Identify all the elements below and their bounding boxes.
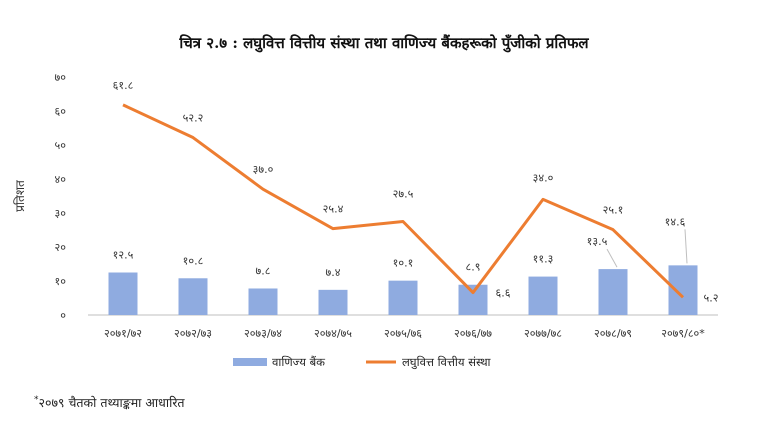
x-tick-label: २०७७/७८ (524, 327, 562, 340)
x-tick-label: २०७९/८०* (661, 327, 705, 340)
y-tick-label: २० (55, 241, 67, 254)
bar-label-leader (606, 248, 618, 268)
x-tick-label: २०७८/७९ (594, 327, 632, 340)
x-tick-label: २०७६/७७ (454, 327, 492, 340)
bar-data-label: १२.५ (113, 249, 134, 262)
chart-svg: ० १० २० ३० ४० ५० ६० ७० प्रतिशत २०७१/७२ २०७२/७३ २०७३… (13, 71, 719, 370)
bar-data-label: १४.६ (665, 215, 686, 228)
line-data-label: ३७.० (253, 163, 274, 176)
bar-data-label: ८.९ (466, 261, 481, 274)
line-data-label: २५.१ (603, 204, 624, 217)
legend-label: लघुवित्त वित्तीय संस्था (402, 355, 492, 370)
line-data-label: ६१.८ (113, 79, 134, 92)
line-data-label: २७.५ (393, 188, 414, 201)
y-tick-label: ५० (55, 139, 67, 152)
bar-data-label: १३.५ (587, 235, 608, 248)
bar-data-label: १०.८ (183, 254, 204, 267)
chart-title: चित्र २.७ : लघुवित्त वित्तीय संस्था तथा … (179, 34, 589, 52)
bar (668, 265, 698, 315)
y-tick-label: ४० (55, 173, 67, 186)
footnote-mark: * (34, 394, 39, 405)
bar (178, 278, 208, 315)
bar (458, 284, 488, 315)
legend-label: वाणिज्य बैंक (272, 355, 325, 369)
x-tick-label: २०७३/७४ (244, 327, 282, 340)
line-data-label: ३४.० (533, 171, 554, 184)
bar-data-label: ७.८ (256, 264, 271, 277)
y-tick-label: ३० (55, 207, 67, 220)
x-tick-label: २०७५/७६ (384, 327, 422, 340)
bar-data-label: १०.१ (393, 257, 414, 270)
line-data-label: ६.६ (496, 287, 511, 300)
y-tick-label: ६० (55, 105, 67, 118)
footnote: *२०७९ चैतको तथ्याङ्कमा आधारित (34, 394, 185, 411)
bar (528, 276, 558, 315)
x-tick-label: २०७१/७२ (104, 327, 142, 340)
y-tick-label: ० (60, 309, 66, 322)
bar-label-leader (684, 229, 688, 264)
bar (248, 288, 278, 315)
y-tick-label: १० (55, 275, 67, 288)
bar (318, 289, 348, 315)
bar (108, 272, 138, 315)
x-tick-label: २०७४/७५ (314, 327, 352, 340)
bar-data-label: ११.३ (533, 253, 554, 266)
bar (598, 269, 628, 315)
line-series (122, 103, 685, 299)
legend-swatch-bar (233, 358, 267, 366)
line-data-label: २५.४ (323, 203, 344, 216)
y-tick-label: ७० (55, 71, 67, 84)
line-data-label: ५.२ (704, 291, 719, 304)
bar-data-label: ७.४ (326, 266, 341, 279)
x-tick-label: २०७२/७३ (174, 327, 212, 340)
bar (388, 280, 418, 315)
line-data-label: ५२.२ (183, 112, 204, 125)
y-axis-title: प्रतिशत (13, 179, 27, 212)
footnote-text: २०७९ चैतको तथ्याङ्कमा आधारित (38, 395, 185, 410)
